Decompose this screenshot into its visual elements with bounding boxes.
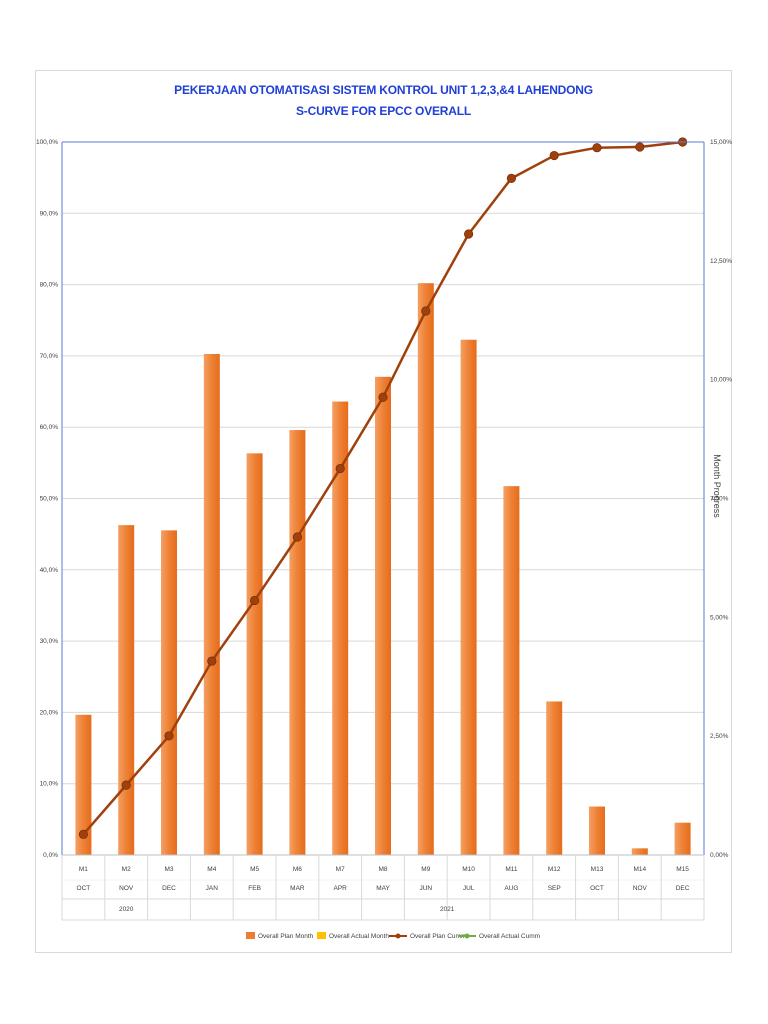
y-left-tick-label: 20,0% [40, 709, 59, 716]
bar-m9 [417, 283, 434, 855]
category-label: M13 [591, 866, 604, 873]
y-left-tick-label: 10,0% [40, 781, 59, 788]
plan-cumm-point-m9 [421, 306, 431, 316]
bar-m3 [161, 530, 177, 855]
y-right-tick-label: 12,50% [710, 258, 732, 265]
year-label: 2020 [119, 906, 134, 913]
category-label: M12 [548, 866, 561, 873]
bar-m14 [631, 848, 648, 855]
plan-cumm-point-m10 [463, 229, 474, 239]
bar-m1 [75, 714, 92, 855]
y-right-tick-label: 10,00% [710, 377, 732, 384]
category-label: M7 [336, 866, 345, 873]
bar-m11 [503, 486, 520, 855]
year-label: 2021 [440, 906, 455, 913]
month-label: SEP [548, 885, 561, 892]
month-label: APR [334, 885, 348, 892]
plan-cumm-point-m5 [250, 595, 260, 606]
plan-cumm-point-m6 [292, 532, 302, 542]
y-left-tick-label: 80,0% [40, 282, 59, 289]
bar-series [75, 283, 691, 856]
y-left-tick-label: 100,0% [36, 139, 58, 146]
legend-label: Overall Plan Month [258, 933, 314, 940]
plan-cumm-point-m3 [164, 731, 174, 741]
bar-m7 [332, 401, 349, 855]
y-left-tick-label: 40,0% [40, 567, 59, 574]
plan-cumm-point-m14 [635, 142, 645, 152]
month-label: JAN [206, 885, 219, 892]
legend-label: Overall Plan Cumm [410, 933, 466, 940]
y-right-tick-label: 15,00% [710, 139, 732, 146]
legend-swatch [246, 932, 255, 939]
month-label: MAR [290, 885, 305, 892]
month-label: FEB [248, 885, 261, 892]
y-left-tick-label: 70,0% [40, 353, 59, 360]
month-label: OCT [590, 885, 604, 892]
category-label: M15 [676, 866, 689, 873]
month-label: NOV [119, 885, 134, 892]
legend-label: Overall Actual Cumm [479, 933, 540, 940]
y-left-tick-label: 50,0% [40, 496, 59, 503]
bar-m2 [118, 525, 135, 855]
plan-cumm-point-m11 [506, 173, 516, 183]
y-right-tick-label: 2,50% [710, 733, 729, 740]
category-label: M5 [250, 866, 259, 873]
plan-cumm-point-m7 [335, 463, 345, 474]
y-right-axis-title: Month Progress [712, 454, 722, 518]
legend-swatch [317, 932, 326, 939]
bar-m6 [289, 430, 306, 855]
legend-swatch-marker [464, 933, 470, 939]
category-label: M3 [164, 866, 173, 873]
plan-cumm-point-m1 [78, 829, 89, 839]
chart-title-block: PEKERJAAN OTOMATISASI SISTEM KONTROL UNI… [35, 80, 732, 122]
line-series [78, 137, 688, 839]
bar-m13 [589, 806, 605, 855]
y-left-tick-label: 30,0% [40, 638, 59, 645]
category-label: M6 [293, 866, 302, 873]
category-axis: M1 OCT M2 NOV M3 DEC M4 JAN M5 FEB M6 MAR M7 APR M8 MAY… [61, 855, 705, 921]
month-label: OCT [77, 885, 91, 892]
plan-cumm-point-m2 [121, 780, 131, 790]
category-label: M2 [122, 866, 131, 873]
plan-cumm-point-m8 [378, 392, 388, 402]
plan-cumm-point-m4 [207, 656, 217, 666]
category-label: M14 [633, 866, 646, 873]
month-label: MAY [376, 885, 390, 892]
legend-swatch-marker [395, 933, 401, 939]
y-right-tick-label: 7,50% [710, 496, 729, 503]
bar-m15 [674, 822, 691, 855]
category-label: M9 [421, 866, 430, 873]
month-label: DEC [162, 885, 176, 892]
y-left-tick-label: 90,0% [40, 210, 59, 217]
bar-m4 [203, 353, 220, 855]
month-label: AUG [504, 885, 518, 892]
plan-cumm-point-m12 [549, 150, 559, 161]
month-label: JUN [419, 885, 432, 892]
bar-m8 [375, 376, 391, 855]
chart-subtitle: S-CURVE FOR EPCC OVERALL [296, 104, 471, 118]
y-left-tick-label: 60,0% [40, 424, 59, 431]
category-label: M4 [207, 866, 216, 873]
bar-m12 [546, 701, 563, 855]
category-label: M11 [505, 866, 518, 873]
plan-cumm-point-m13 [592, 143, 602, 153]
legend-label: Overall Actual Month [329, 933, 389, 940]
y-right-tick-label: 5,00% [710, 614, 729, 621]
y-right-tick-label: 0,00% [710, 852, 729, 859]
bar-m10 [460, 339, 477, 856]
category-label: M1 [79, 866, 88, 873]
category-label: M8 [378, 866, 387, 873]
y-left-tick-label: 0,0% [43, 852, 58, 859]
chart-title: PEKERJAAN OTOMATISASI SISTEM KONTROL UNI… [174, 83, 593, 97]
bar-m5 [246, 453, 263, 855]
month-label: JUL [463, 885, 475, 892]
category-label: M10 [462, 866, 475, 873]
legend: Overall Plan Month Overall Actual Month Ov… [246, 932, 540, 940]
month-label: DEC [676, 885, 690, 892]
axes: 0,0% 10,0% 20,0% 30,0% 40,0% 50,0% 60,0% 70,0% 8… [36, 139, 732, 859]
month-label: NOV [633, 885, 648, 892]
